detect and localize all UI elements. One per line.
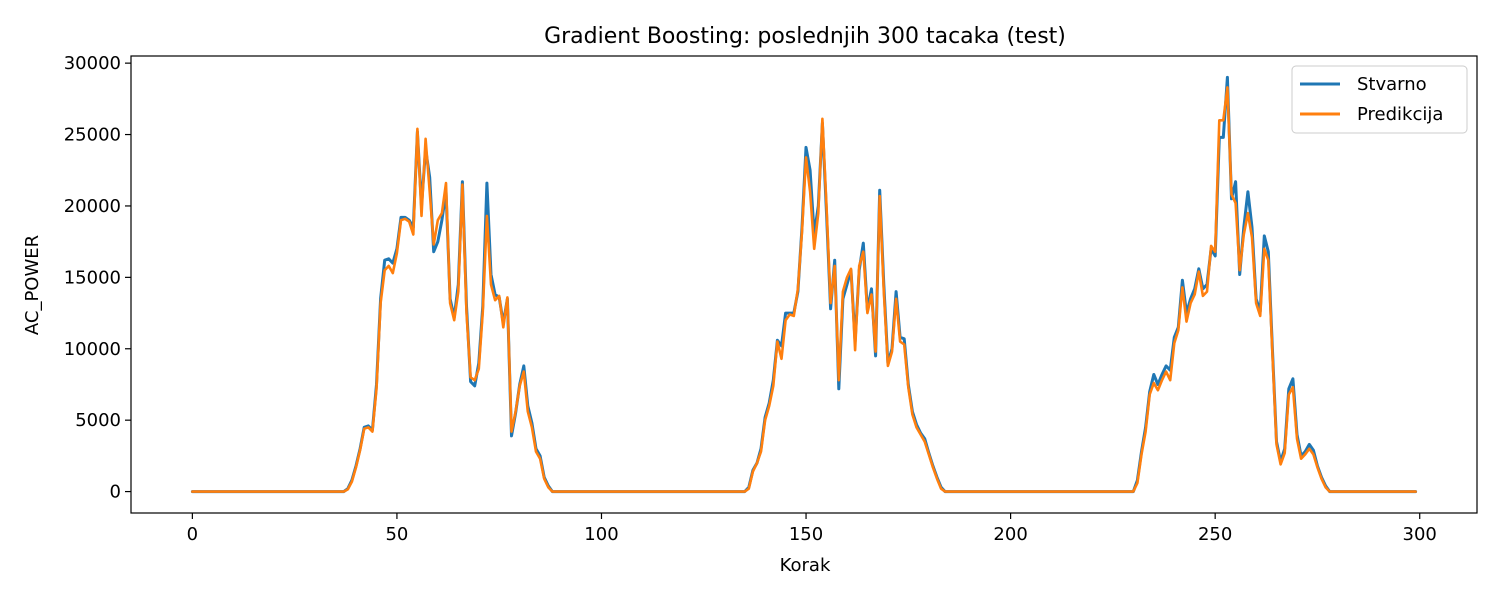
y-tick-label: 20000	[64, 196, 121, 217]
series-line-predikcija	[191, 86, 1417, 493]
legend: Stvarno Predikcija	[1291, 65, 1468, 134]
x-axis-label: Korak	[780, 555, 831, 576]
series-layer	[190, 75, 1418, 494]
x-tick-label: 50	[385, 524, 408, 545]
y-tick-label: 5000	[75, 410, 121, 431]
y-tick-label: 10000	[64, 339, 121, 360]
x-tick-label: 100	[584, 524, 618, 545]
y-axis-label: AC_POWER	[22, 235, 43, 335]
chart-title: Gradient Boosting: poslednjih 300 tacaka…	[544, 24, 1066, 49]
plot-frame	[130, 55, 1478, 514]
x-tick-label: 250	[1198, 524, 1232, 545]
legend-label-stvarno: Stvarno	[1357, 74, 1427, 95]
y-tick-label: 25000	[64, 125, 121, 146]
plot-area: 0 50 100 150 200 250 300 0 5000 10000 15000 20000 2…	[64, 53, 1478, 545]
x-tick-label: 0	[187, 524, 198, 545]
y-tick-label: 30000	[64, 53, 121, 74]
y-tick-label: 15000	[64, 267, 121, 288]
x-tick-label: 300	[1403, 524, 1437, 545]
x-tick-label: 150	[789, 524, 823, 545]
y-axis-ticks: 0 5000 10000 15000 20000 25000 30000	[64, 53, 131, 503]
legend-label-predikcija: Predikcija	[1357, 104, 1443, 125]
x-tick-label: 200	[993, 524, 1027, 545]
y-tick-label: 0	[110, 482, 121, 503]
x-axis-ticks: 0 50 100 150 200 250 300	[187, 513, 1437, 545]
